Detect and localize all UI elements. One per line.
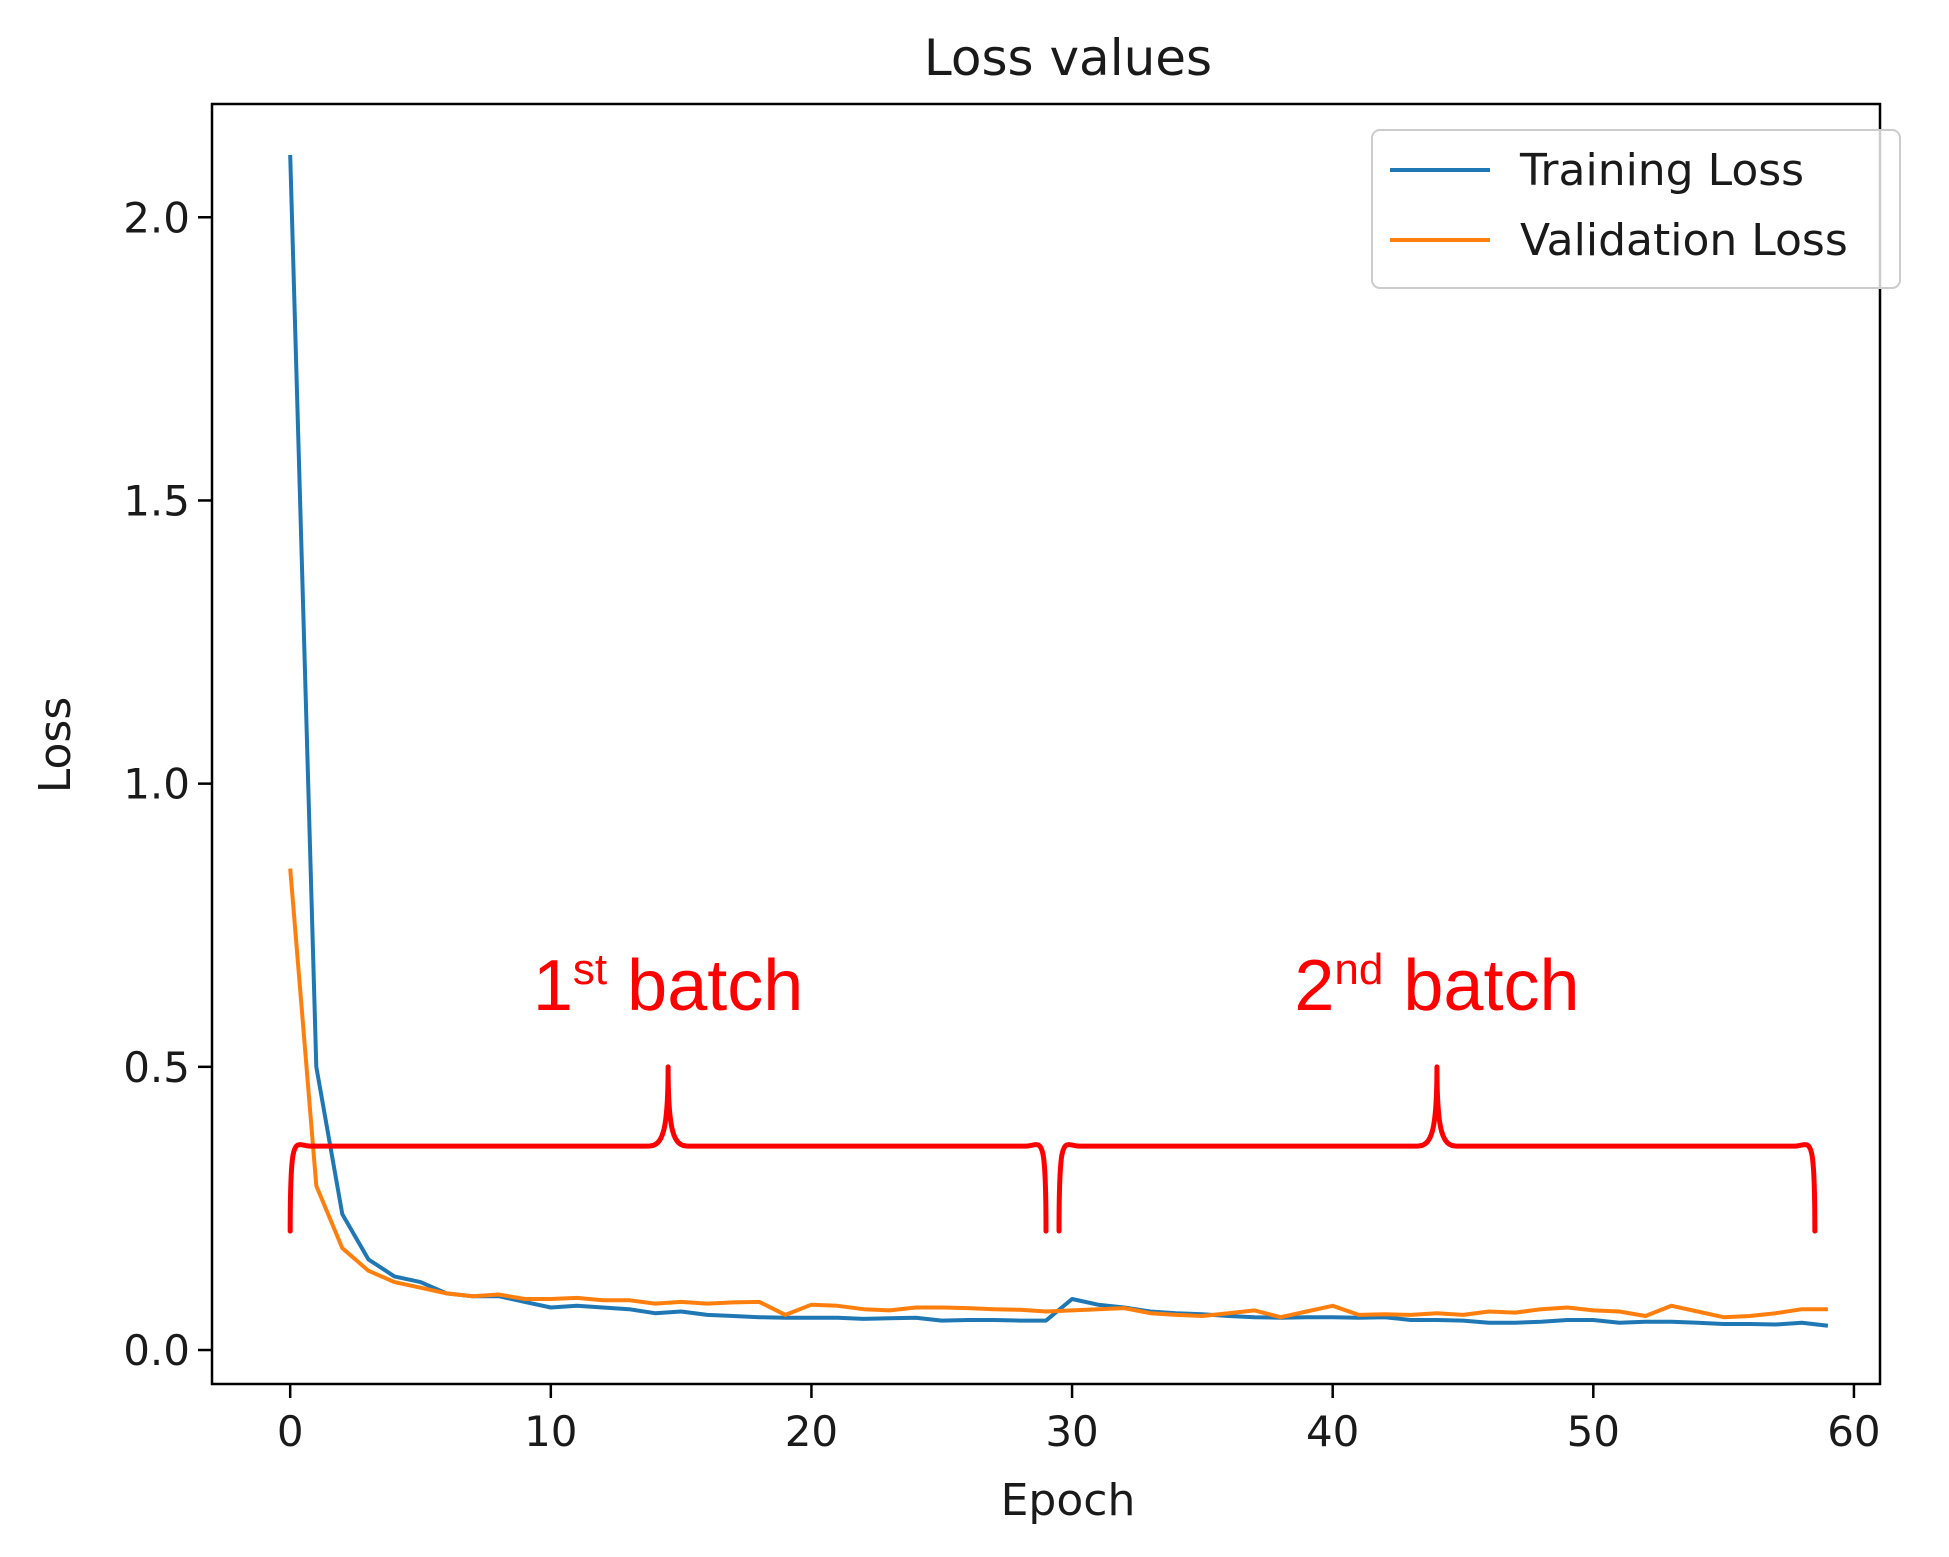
x-axis-label: Epoch	[1001, 1475, 1136, 1526]
y-axis-label: Loss	[30, 697, 81, 794]
y-tick-label: 2.0	[123, 193, 190, 242]
legend-label-training: Training Loss	[1519, 145, 1804, 196]
x-tick-label: 40	[1306, 1407, 1359, 1456]
x-tick-label: 10	[524, 1407, 577, 1456]
y-tick-label: 1.0	[123, 760, 190, 809]
batch-brace-2	[1056, 1064, 1818, 1234]
x-tick-label: 0	[277, 1407, 304, 1456]
y-axis: 0.0 0.5 1.0 1.5 2.0	[123, 193, 212, 1375]
x-tick-label: 50	[1567, 1407, 1620, 1456]
chart-title: Loss values	[924, 29, 1212, 87]
batch-annotations: 1st batch 2nd batch	[287, 945, 1818, 1234]
y-tick-label: 0.5	[123, 1043, 190, 1092]
batch-label-1: 1st batch	[533, 945, 803, 1026]
legend: Training Loss Validation Loss	[1371, 129, 1901, 289]
x-axis: 0 10 20 30 40 50 60	[277, 1384, 1881, 1456]
y-tick-label: 1.5	[123, 476, 190, 525]
plot-frame	[210, 102, 1882, 1386]
plot-area	[288, 154, 1829, 1328]
x-tick-label: 60	[1827, 1407, 1880, 1456]
series-line-training-loss	[288, 154, 1829, 1328]
series-line-validation-loss	[288, 868, 1828, 1320]
batch-label-2: 2nd batch	[1294, 945, 1579, 1026]
batch-brace-1	[287, 1064, 1049, 1234]
x-tick-label: 30	[1045, 1407, 1098, 1456]
y-tick-label: 0.0	[123, 1326, 190, 1375]
legend-box	[1371, 129, 1901, 289]
x-tick-label: 20	[785, 1407, 838, 1456]
legend-label-validation: Validation Loss	[1520, 215, 1848, 266]
